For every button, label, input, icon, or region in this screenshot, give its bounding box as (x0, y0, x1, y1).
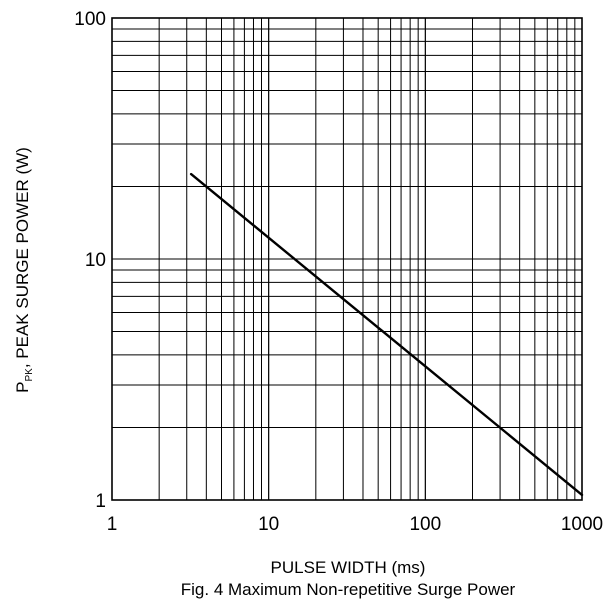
plot-frame (111, 17, 583, 501)
y-tick-label: 1 (95, 491, 106, 512)
y-tick-labels: 1 10 100 (74, 9, 106, 512)
x-axis-label: PULSE WIDTH (ms) (271, 558, 426, 577)
y-tick-label: 10 (85, 250, 106, 271)
x-tick-label: 10 (258, 514, 279, 535)
x-tick-label: 100 (409, 514, 441, 535)
x-tick-label: 1 (107, 514, 118, 535)
series-line (189, 172, 584, 497)
x-tick-label: 1000 (561, 514, 603, 535)
grid-lines (111, 17, 583, 501)
x-tick-labels: 1 10 100 1000 (107, 514, 603, 535)
y-axis-label-main: P (13, 382, 32, 393)
y-axis-label-subscript: PK (24, 368, 35, 382)
series-group (189, 172, 584, 497)
figure-caption: Fig. 4 Maximum Non-repetitive Surge Powe… (181, 580, 516, 599)
y-tick-label: 100 (74, 9, 106, 30)
y-axis-label-rest: , PEAK SURGE POWER (W) (13, 147, 32, 368)
y-axis-label: PPK, PEAK SURGE POWER (W) (13, 147, 35, 393)
